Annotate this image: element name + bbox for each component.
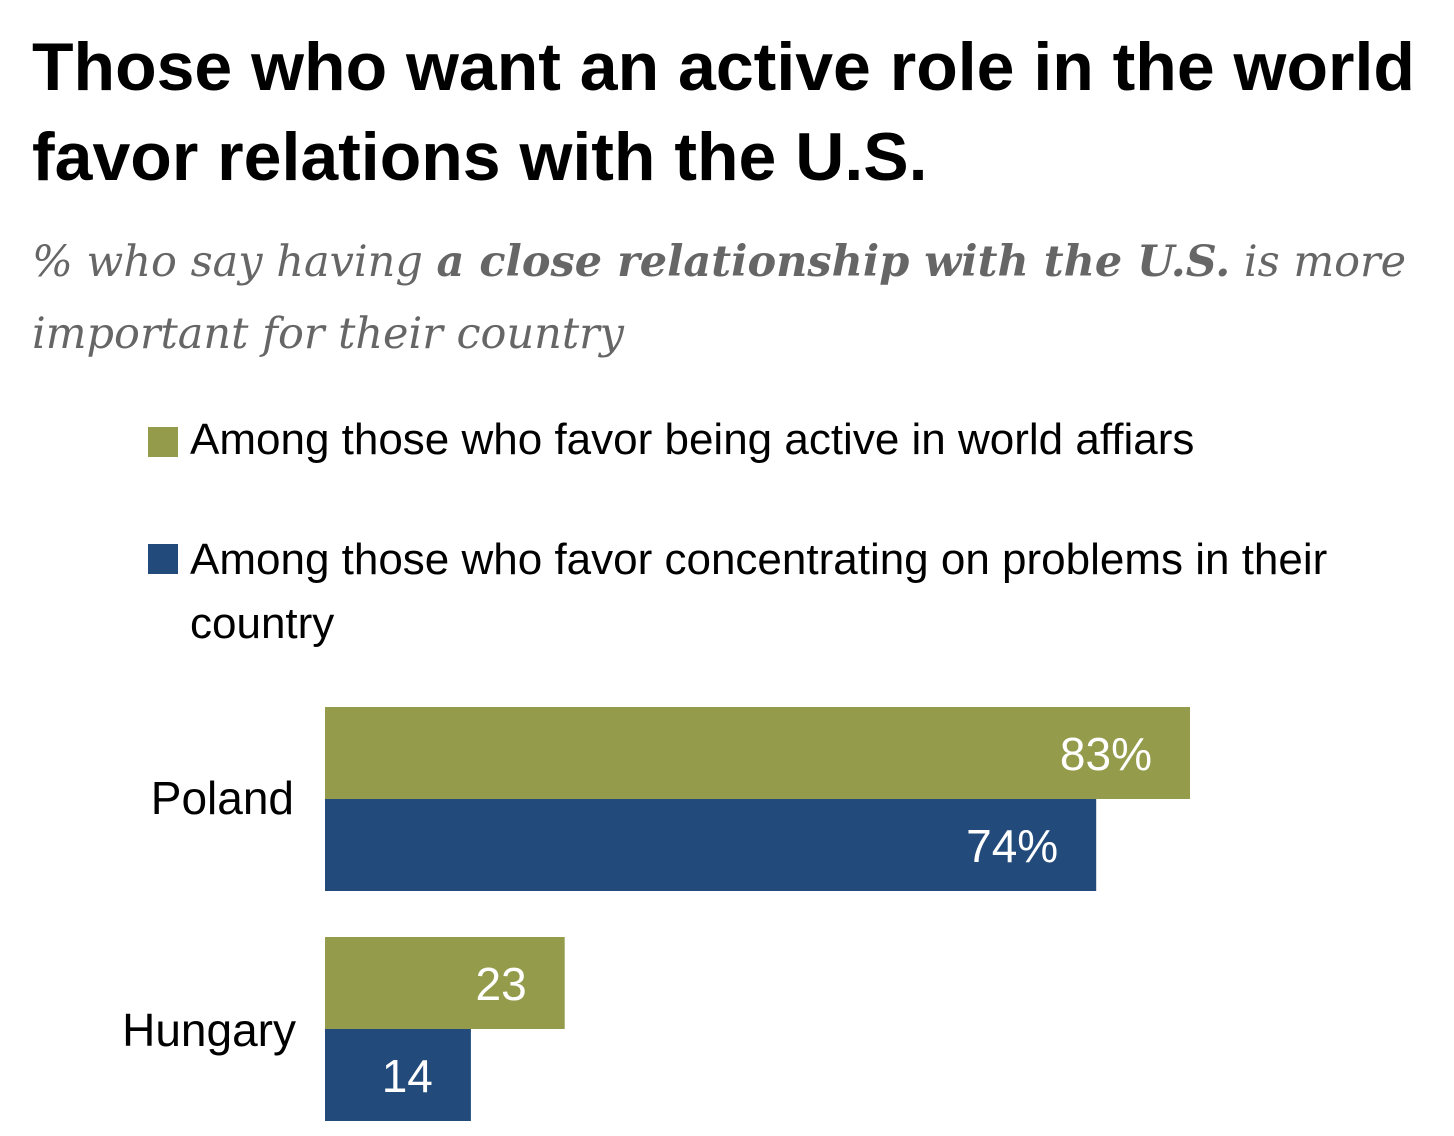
chart-subtitle: % who say having a close relationship wi… [32,226,1442,370]
legend-swatch-concentrate [148,544,178,574]
legend-swatch-active [148,427,178,457]
category-label-hungary: Hungary [122,1004,296,1056]
bar-hungary-concentrate [325,1029,471,1121]
subtitle-bold: a close relationship with the U.S. [436,237,1231,287]
subtitle-suffix: is more important for their country [32,237,1407,359]
data-label-poland-concentrate: 74% [966,820,1058,872]
subtitle-prefix: % who say having [32,237,437,287]
legend-item-active: Among those who favor being active in wo… [148,408,1408,472]
data-label-poland-active: 83% [1060,728,1152,780]
bar-poland-active [325,707,1190,799]
data-label-hungary-active: 23 [476,958,527,1010]
bar-poland-concentrate [325,799,1097,891]
legend-item-concentrate: Among those who favor concentrating on p… [148,528,1408,656]
chart-title: Those who want an active role in the wor… [32,29,1415,195]
data-label-hungary-concentrate: 14 [382,1050,433,1102]
category-label-poland: Poland [150,772,294,824]
legend-label-concentrate: Among those who favor concentrating on p… [190,535,1328,648]
legend-label-active: Among those who favor being active in wo… [190,415,1195,464]
bar-hungary-active [325,937,565,1029]
